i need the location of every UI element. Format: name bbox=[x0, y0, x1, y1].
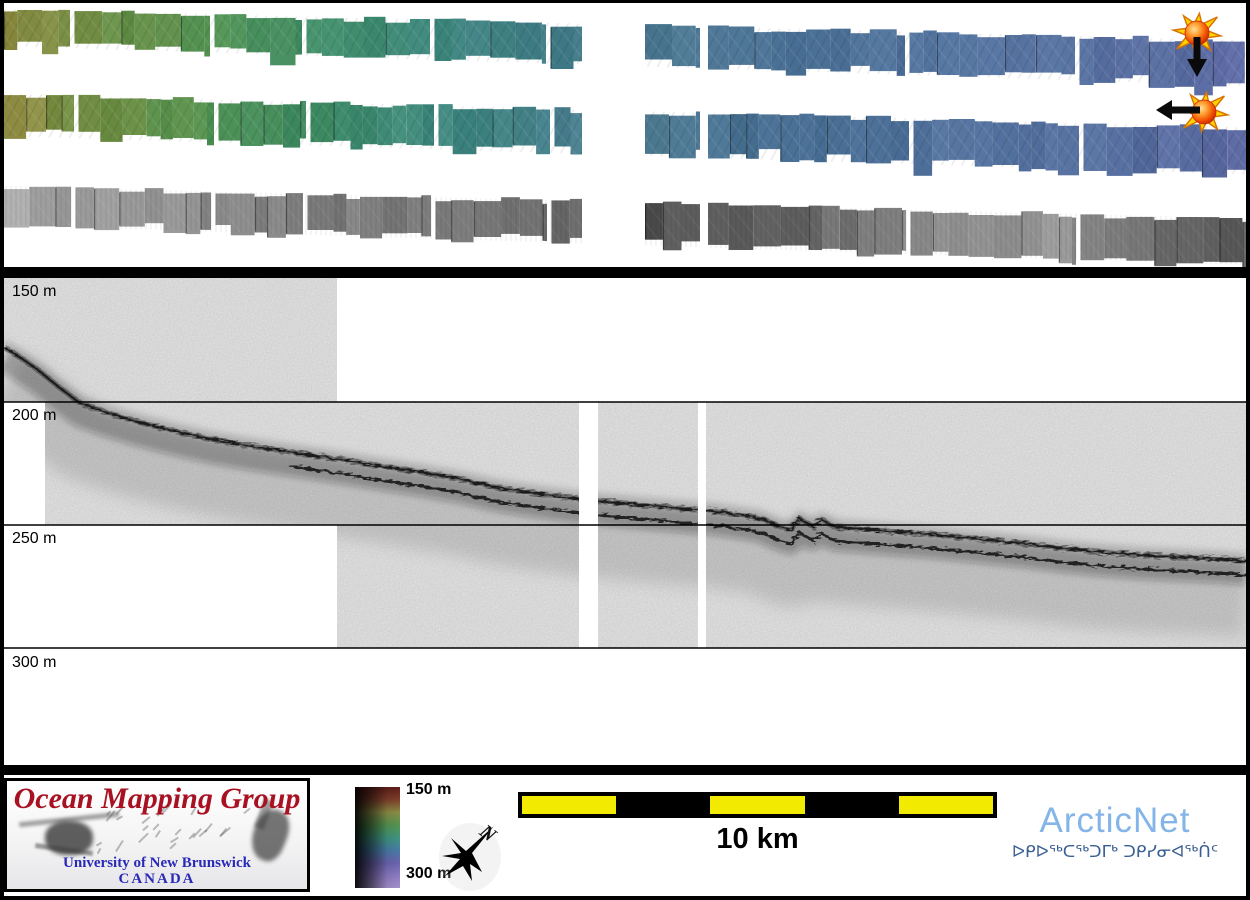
scale-bar-segment bbox=[804, 796, 899, 814]
scale-bar bbox=[518, 792, 997, 818]
omg-art-shape bbox=[155, 830, 161, 838]
depth-colorbar bbox=[355, 787, 400, 888]
depth-label-200m: 200 m bbox=[12, 407, 57, 424]
bathymetry-swath-2 bbox=[4, 94, 1246, 178]
omg-logo-art bbox=[7, 781, 307, 889]
scale-bar-segment bbox=[616, 796, 711, 814]
arcticnet-inuktitut: ᐅᑭᐅᖅᑕᖅᑐᒥᒃ ᑐᑭᓯᓂᐊᖅᑏᑦ bbox=[1011, 842, 1219, 862]
arcticnet-name: ArcticNet bbox=[1039, 801, 1191, 840]
colorbar-bottom-label: 300 m bbox=[406, 865, 452, 882]
ocean-mapping-group-logo: Ocean Mapping Group University of New Br… bbox=[4, 778, 310, 892]
subbottom-profile-graphic bbox=[4, 278, 1246, 649]
swath-mosaic-graphic bbox=[4, 9, 1246, 267]
legend-footer-panel: Ocean Mapping Group University of New Br… bbox=[4, 775, 1246, 896]
colorbar-top-label: 150 m bbox=[406, 781, 452, 798]
omg-art-shape bbox=[174, 828, 182, 836]
backscatter-swath bbox=[4, 186, 1246, 267]
depth-label-150m: 150 m bbox=[12, 283, 57, 300]
direction-arrow-icon bbox=[1187, 37, 1207, 77]
scale-label: 10 km bbox=[716, 823, 799, 855]
omg-art-shape bbox=[96, 841, 103, 847]
scale-bar-segment bbox=[522, 796, 617, 814]
direction-arrow-icon bbox=[1156, 100, 1200, 120]
omg-art-shape bbox=[114, 840, 124, 852]
shot-marker-down bbox=[1170, 11, 1224, 77]
depth-label-250m: 250 m bbox=[12, 530, 57, 547]
compass-star-icon bbox=[442, 826, 494, 881]
subbottom-profile-panel: 150 m 200 m 250 m 300 m bbox=[4, 278, 1246, 765]
north-arrow: N bbox=[439, 820, 501, 891]
omg-subtitle: University of New Brunswick bbox=[63, 855, 251, 871]
shot-marker-left bbox=[1156, 90, 1231, 134]
omg-title: Ocean Mapping Group bbox=[13, 782, 301, 815]
omg-country: CANADA bbox=[118, 871, 196, 887]
scale-bar-segment bbox=[710, 796, 805, 814]
scale-bar-segment bbox=[898, 796, 994, 814]
arcticnet-logo: ArcticNet ᐅᑭᐅᖅᑕᖅᑐᒥᒃ ᑐᑭᓯᓂᐊᖅᑏᑦ bbox=[984, 801, 1246, 862]
omg-art-shape bbox=[96, 847, 102, 854]
omg-art-shape bbox=[142, 824, 150, 832]
depth-gridlines bbox=[4, 401, 1246, 649]
omg-art-shape bbox=[137, 832, 149, 844]
bathymetry-swath-1 bbox=[4, 9, 1246, 96]
omg-art-shape bbox=[141, 815, 151, 824]
depth-label-300m: 300 m bbox=[12, 654, 57, 671]
swath-map-panel bbox=[4, 3, 1246, 267]
